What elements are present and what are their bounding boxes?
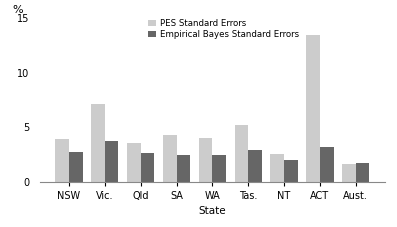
Bar <box>199 138 212 182</box>
Bar <box>356 163 369 182</box>
Bar <box>212 155 226 182</box>
Bar <box>56 139 69 182</box>
Bar <box>163 135 177 182</box>
Bar <box>105 141 118 182</box>
Bar <box>284 160 298 182</box>
Bar <box>141 153 154 182</box>
Text: %: % <box>12 5 23 15</box>
Bar <box>127 143 141 182</box>
Bar <box>320 147 333 182</box>
Bar <box>91 104 105 182</box>
Bar <box>342 164 356 182</box>
X-axis label: State: State <box>198 206 226 216</box>
Bar <box>248 150 262 182</box>
Bar <box>270 154 284 182</box>
Bar <box>235 125 248 182</box>
Bar <box>177 155 190 182</box>
Legend: PES Standard Errors, Empirical Bayes Standard Errors: PES Standard Errors, Empirical Bayes Sta… <box>148 19 299 39</box>
Bar <box>306 35 320 182</box>
Bar <box>69 152 83 182</box>
